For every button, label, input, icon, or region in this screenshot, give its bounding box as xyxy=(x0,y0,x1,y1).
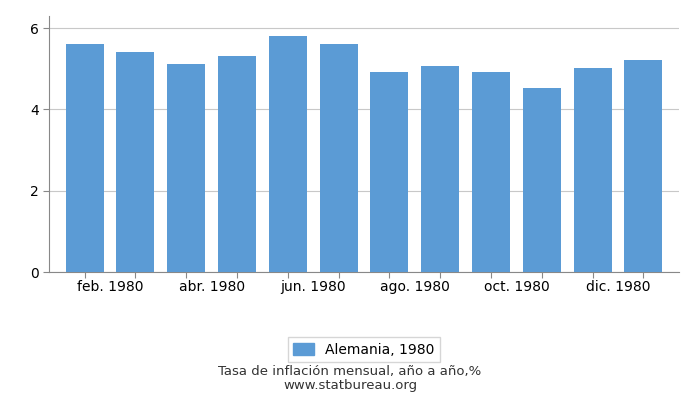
Bar xyxy=(523,88,561,272)
Text: Tasa de inflación mensual, año a año,%: Tasa de inflación mensual, año a año,% xyxy=(218,366,482,378)
Bar xyxy=(421,66,459,272)
Bar xyxy=(66,44,104,272)
Bar xyxy=(218,56,256,272)
Bar xyxy=(319,44,358,272)
Bar xyxy=(472,72,510,272)
Bar xyxy=(116,52,155,272)
Bar xyxy=(269,36,307,272)
Bar xyxy=(370,72,409,272)
Bar xyxy=(573,68,612,272)
Legend: Alemania, 1980: Alemania, 1980 xyxy=(288,337,440,362)
Bar xyxy=(624,60,662,272)
Text: www.statbureau.org: www.statbureau.org xyxy=(283,380,417,392)
Bar xyxy=(167,64,205,272)
